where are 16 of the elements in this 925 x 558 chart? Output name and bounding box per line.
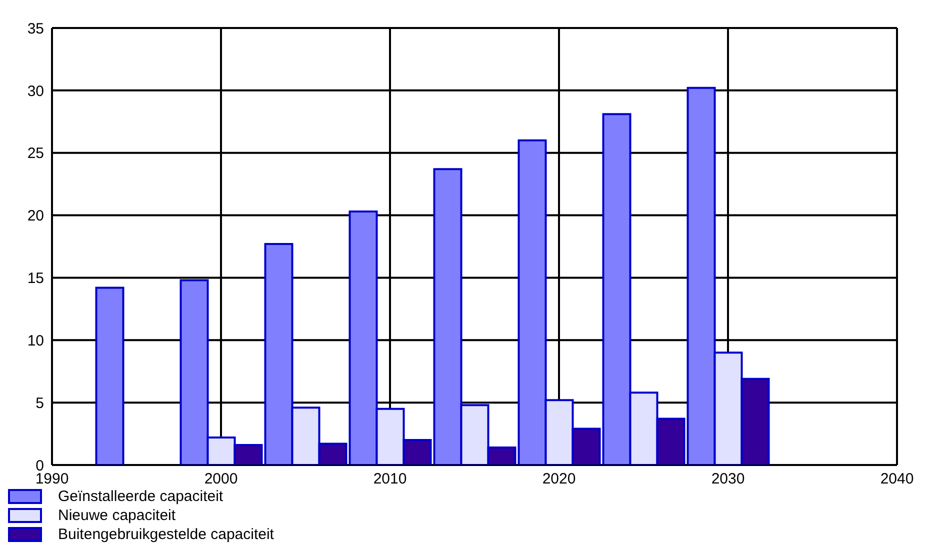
x-tick-label: 2000 <box>204 470 238 488</box>
x-tick-label: 2020 <box>542 470 576 488</box>
y-tick-label: 20 <box>27 208 44 225</box>
x-tick-label: 2040 <box>880 470 914 488</box>
legend-label: Buitengebruikgestelde capaciteit <box>58 526 274 543</box>
y-tick-label: 25 <box>27 145 44 162</box>
y-tick-label: 35 <box>27 20 44 38</box>
y-tick-label: 15 <box>27 270 44 288</box>
y-tick-label: 5 <box>36 394 44 412</box>
x-tick-label: 2010 <box>373 470 407 488</box>
legend-label: Nieuwe capaciteit <box>58 507 176 524</box>
x-tick-label: 2030 <box>711 470 745 488</box>
y-tick-label: 30 <box>27 82 44 100</box>
legend-label: Geïnstalleerde capaciteit <box>58 488 224 505</box>
y-tick-label: 10 <box>27 332 44 350</box>
bar <box>95 286 124 465</box>
